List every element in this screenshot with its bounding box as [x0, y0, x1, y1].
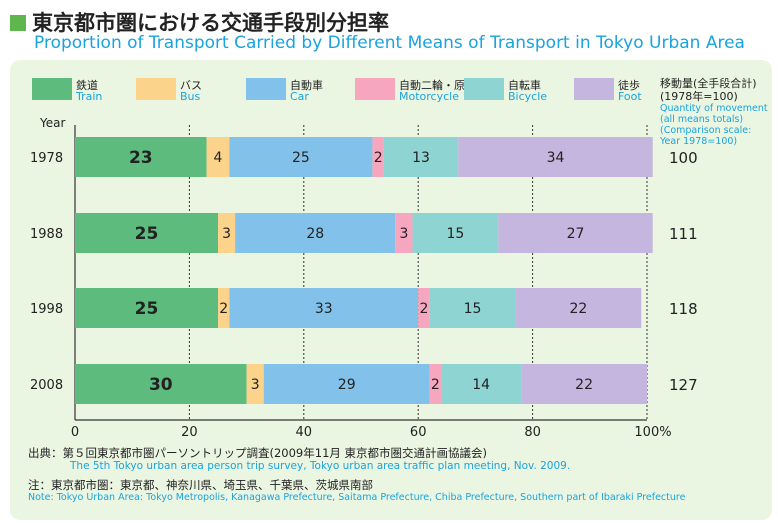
data-label: 33: [315, 301, 333, 317]
legend-swatch-motorcycle: [355, 78, 395, 100]
bar-segment-train: [75, 364, 247, 404]
x-tick-label: 20: [181, 425, 198, 440]
bar-segment-train: [75, 213, 218, 253]
legend-label-jp: 鉄道: [76, 79, 98, 92]
legend-label-en: Motorcycle: [399, 90, 459, 103]
quantity-en-line1: Quantity of movement: [660, 103, 768, 114]
bar-segment-bicycle: [441, 364, 522, 404]
bar-segment-train: [75, 288, 218, 328]
source-en: The 5th Tokyo urban area person trip sur…: [70, 460, 571, 472]
quantity-en-line4: Year 1978=100): [660, 136, 738, 147]
x-tick-label: 0: [71, 425, 79, 440]
bar-segment-car: [235, 213, 396, 253]
quantity-en-line3: (Comparison scale:: [660, 125, 752, 136]
legend-label-en: Bus: [180, 90, 201, 103]
data-label: 3: [399, 226, 408, 242]
x-tick-label: 40: [296, 425, 313, 440]
bar-segment-motorcycle: [418, 288, 430, 328]
quantity-value: 111: [669, 225, 698, 243]
data-label: 13: [412, 150, 430, 166]
legend-swatch-bicycle: [464, 78, 504, 100]
quantity-label-jp: 移動量(全手段合計) (1978年=100): [660, 77, 757, 103]
legend-swatch-foot: [574, 78, 614, 100]
bar-segment-car: [229, 137, 373, 177]
data-label: 28: [306, 226, 324, 242]
title-japanese: 東京都市圏における交通手段別分担率: [10, 7, 389, 37]
data-label: 14: [472, 377, 490, 393]
data-label: 23: [129, 148, 153, 168]
title-english: Proportion of Transport Carried by Diffe…: [34, 33, 745, 53]
data-label: 4: [214, 150, 223, 166]
x-tick-label: 100%: [634, 425, 671, 440]
bar-segment-foot: [498, 213, 653, 253]
data-label: 34: [547, 150, 565, 166]
data-label: 27: [567, 226, 585, 242]
data-label: 15: [464, 301, 482, 317]
data-label: 2: [419, 301, 428, 317]
data-label: 25: [292, 150, 310, 166]
year-header: Year: [40, 116, 66, 130]
data-label: 15: [446, 226, 464, 242]
bar-segment-foot: [458, 137, 653, 177]
data-label: 22: [569, 301, 587, 317]
x-tick-label: 80: [524, 425, 541, 440]
year-label: 1988: [30, 227, 63, 242]
data-label: 2: [219, 301, 228, 317]
legend-label-en: Car: [290, 90, 309, 103]
data-label: 22: [575, 377, 593, 393]
bar-segment-foot: [515, 288, 642, 328]
bar-segment-bicycle: [383, 137, 459, 177]
data-label: 2: [374, 150, 383, 166]
bar-segment-bus: [206, 137, 230, 177]
data-label: 3: [251, 377, 260, 393]
year-label: 1998: [30, 302, 63, 317]
data-label: 29: [338, 377, 356, 393]
x-tick-label: 60: [410, 425, 427, 440]
quantity-jp-line1: 移動量(全手段合計): [660, 77, 757, 90]
quantity-value: 100: [669, 149, 698, 167]
title-square-icon: [10, 15, 26, 31]
bar-segment-bus: [246, 364, 264, 404]
bar-segment-train: [75, 137, 207, 177]
data-label: 25: [135, 224, 159, 244]
bar-segment-bicycle: [412, 213, 499, 253]
legend-swatch-car: [246, 78, 286, 100]
data-label: 3: [222, 226, 231, 242]
data-label: 2: [431, 377, 440, 393]
legend-label-en: Train: [76, 90, 103, 103]
bar-segment-car: [229, 288, 419, 328]
bar-segment-foot: [521, 364, 647, 404]
legend-label-jp: 徒歩: [618, 79, 640, 92]
legend-label-jp: 自動車: [290, 79, 323, 92]
bar-segment-motorcycle: [395, 213, 413, 253]
quantity-jp-line2: (1978年=100): [660, 90, 738, 103]
legend-label-jp: 自転車: [508, 79, 541, 92]
source-jp: 出典：第５回東京都市圏パーソントリップ調査(2009年11月 東京都市圏交通計画…: [28, 446, 488, 460]
data-label: 25: [135, 299, 159, 319]
quantity-label-en: Quantity of movement (all means totals) …: [660, 103, 768, 147]
legend-label-en: Bicycle: [508, 90, 548, 103]
year-label: 1978: [30, 151, 63, 166]
year-label: 2008: [30, 378, 63, 393]
legend-label-jp: バス: [180, 79, 202, 92]
bar-segment-motorcycle: [429, 364, 442, 404]
note-en: Note: Tokyo Urban Area: Tokyo Metropolis…: [28, 492, 686, 503]
quantity-value: 127: [669, 376, 698, 394]
note-jp: 注：東京都市圏：東京都、神奈川県、埼玉県、千葉県、茨城県南部: [28, 478, 373, 492]
bar-segment-bus: [218, 288, 230, 328]
bar-segment-bus: [218, 213, 236, 253]
data-label: 30: [149, 375, 173, 395]
title-jp-text: 東京都市圏における交通手段別分担率: [32, 11, 389, 35]
bar-segment-motorcycle: [372, 137, 384, 177]
quantity-value: 118: [669, 300, 698, 318]
legend-swatch-train: [32, 78, 72, 100]
bar-segment-car: [263, 364, 430, 404]
bar-segment-bicycle: [429, 288, 516, 328]
legend-label-jp: 自動二輪・原付: [399, 79, 476, 92]
legend-swatch-bus: [136, 78, 176, 100]
quantity-en-line2: (all means totals): [660, 114, 744, 125]
legend-label-en: Foot: [618, 90, 642, 103]
